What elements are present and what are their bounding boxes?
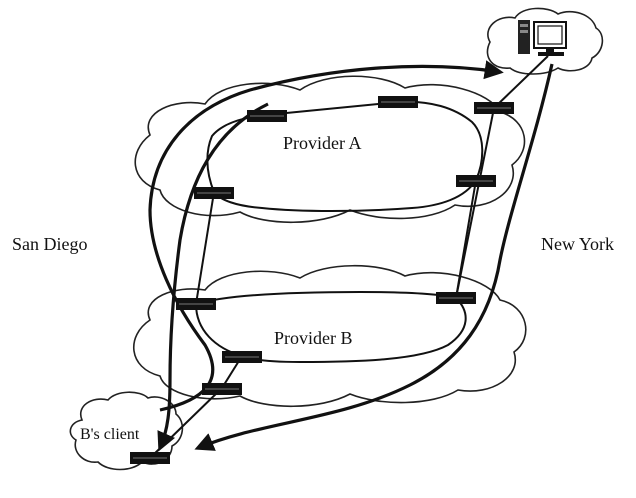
label-provider-b: Provider B: [274, 328, 353, 348]
router-a-ne: [474, 102, 514, 114]
label-new-york: New York: [541, 234, 615, 254]
route-west-to-client: [157, 102, 269, 452]
router-b-sw: [202, 383, 242, 395]
server-uplink-b: [455, 107, 495, 299]
router-a-e: [456, 175, 496, 187]
server-uplink-a: [493, 55, 549, 109]
router-b-e: [436, 292, 476, 304]
route-server-to-client: [194, 63, 554, 451]
provider-a-ring: [206, 100, 484, 212]
router-client: [130, 452, 170, 464]
router-b-w: [176, 298, 216, 310]
router-a-nw: [247, 110, 287, 122]
label-san-diego: San Diego: [12, 234, 88, 254]
interconnect-west: [195, 191, 215, 305]
router-a-w: [194, 187, 234, 199]
label-provider-a: Provider A: [283, 133, 362, 153]
router-b-s: [222, 351, 262, 363]
route-client-to-server: [148, 60, 504, 412]
label-client: B's client: [80, 426, 140, 443]
computer-icon: [518, 20, 567, 56]
router-a-n: [378, 96, 418, 108]
